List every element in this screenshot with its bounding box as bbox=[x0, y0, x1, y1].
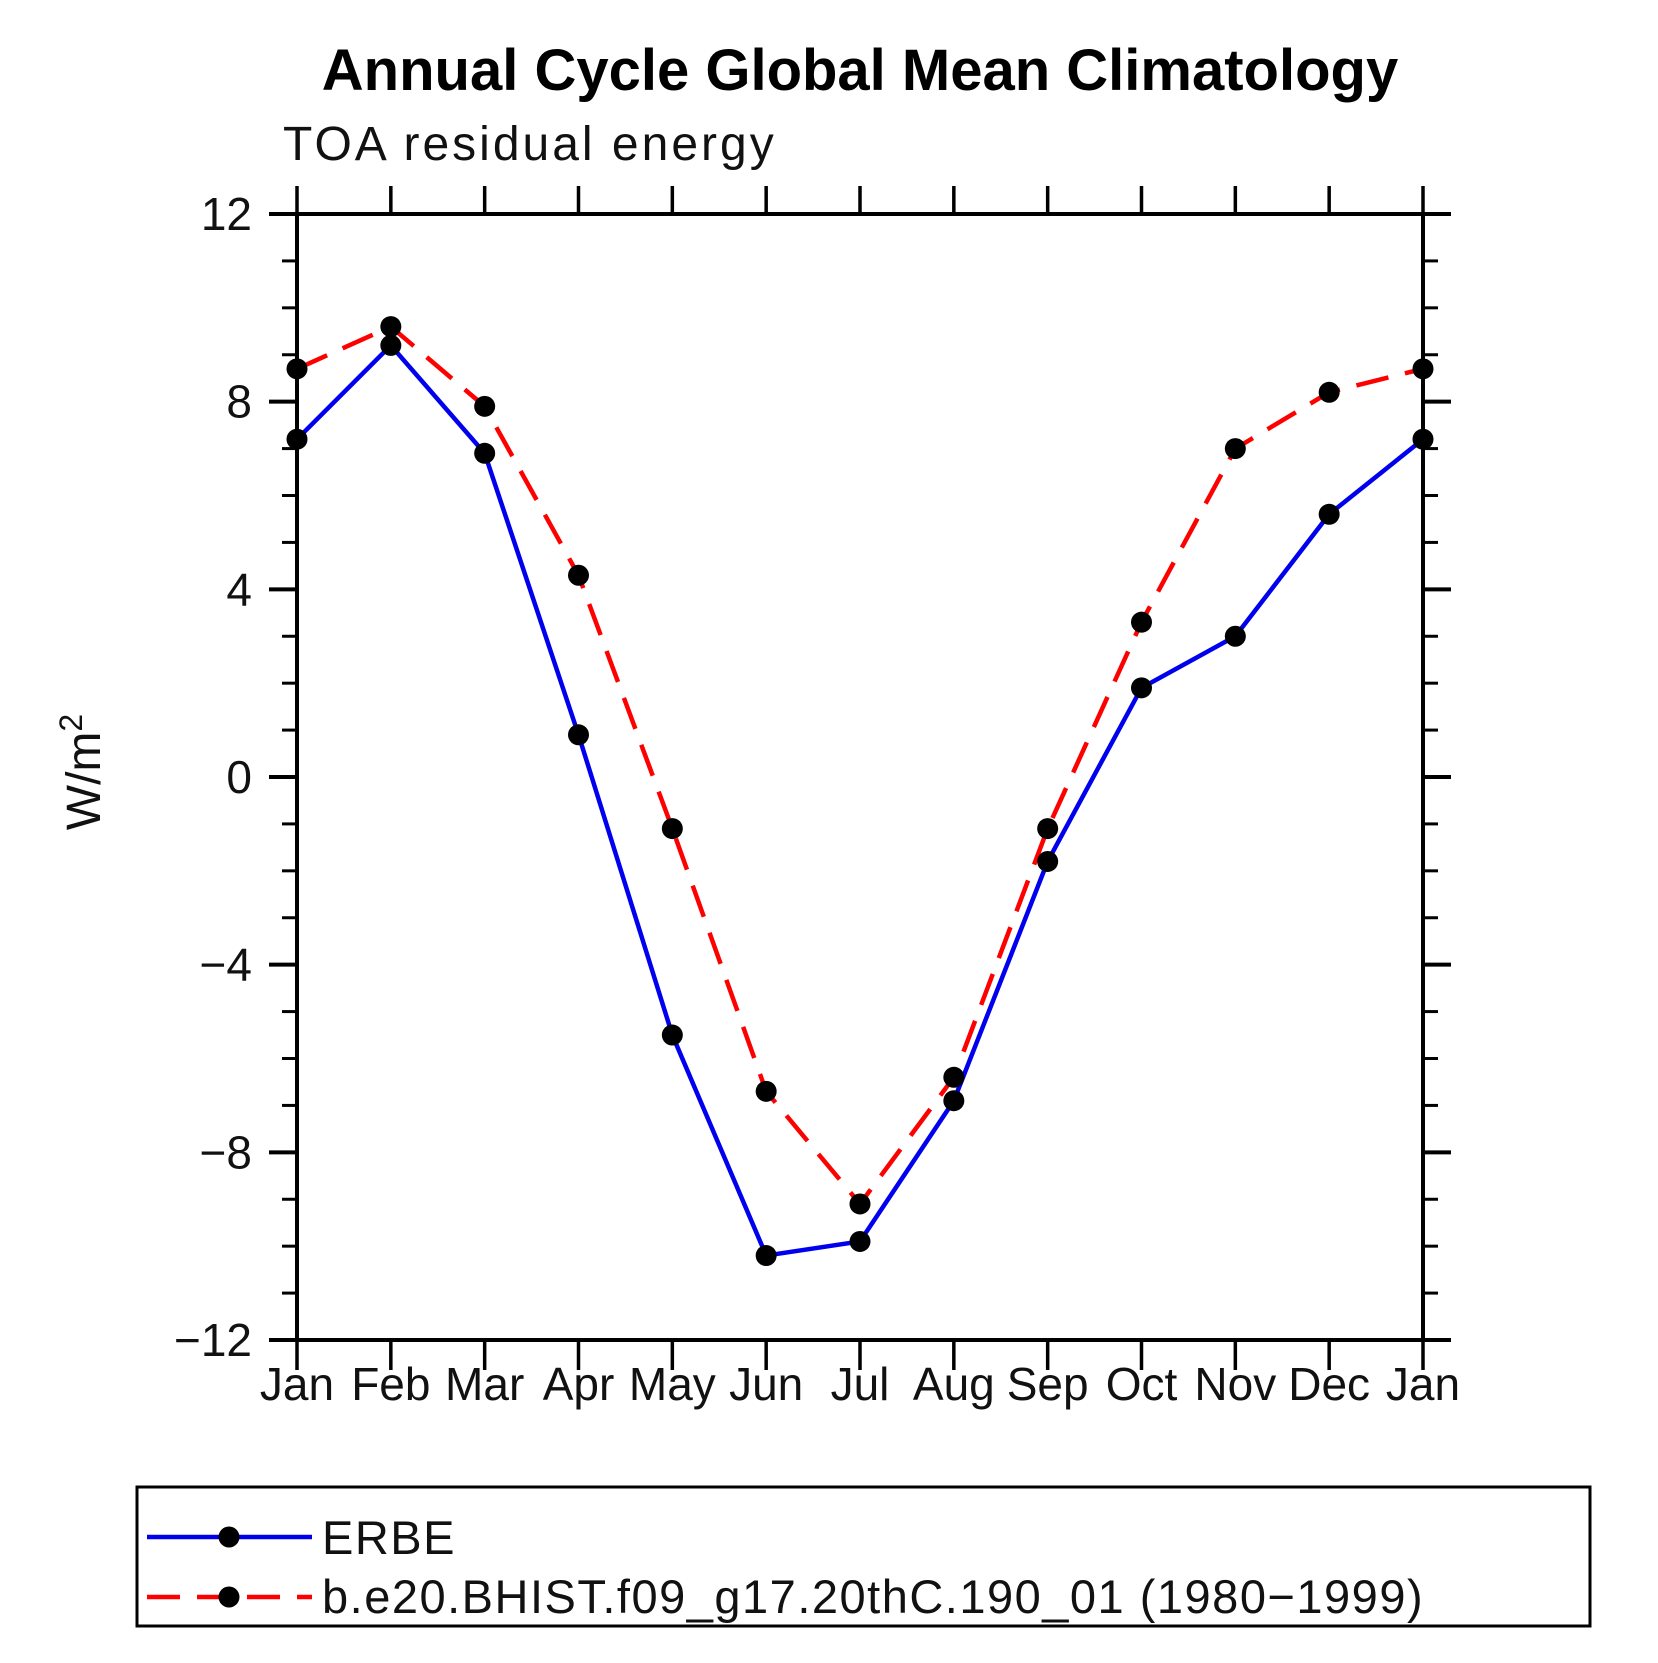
data-point-s0-Dec bbox=[1318, 503, 1340, 525]
x-tick-label: Aug bbox=[913, 1358, 995, 1410]
x-tick-label: Apr bbox=[543, 1358, 615, 1410]
axes bbox=[269, 186, 1451, 1370]
data-point-s0-Jan bbox=[286, 428, 308, 450]
legend-box bbox=[135, 1485, 1592, 1628]
data-point-s0-Sep bbox=[1037, 850, 1059, 872]
data-point-s1-May bbox=[661, 818, 683, 840]
data-point-s1-Jan bbox=[1412, 358, 1434, 380]
data-point-s1-Dec bbox=[1318, 381, 1340, 403]
y-tick-label: −12 bbox=[174, 1314, 252, 1366]
legend-sample-marker-0 bbox=[218, 1526, 240, 1548]
data-point-s1-Jan bbox=[286, 358, 308, 380]
data-point-s1-Jul bbox=[849, 1193, 871, 1215]
x-tick-label: Jul bbox=[831, 1358, 890, 1410]
data-point-s1-Feb bbox=[380, 316, 402, 338]
y-tick-label: 4 bbox=[226, 563, 252, 615]
y-tick-label: −4 bbox=[200, 939, 252, 991]
data-point-s0-Oct bbox=[1131, 677, 1152, 699]
y-axis-label-exponent: 2 bbox=[53, 714, 89, 732]
data-point-s0-Jun bbox=[755, 1245, 777, 1267]
x-tick-label: Mar bbox=[445, 1358, 524, 1410]
data-point-s1-Aug bbox=[943, 1066, 965, 1088]
y-tick-label: 12 bbox=[201, 188, 252, 240]
chart-subtitle: TOA residual energy bbox=[283, 118, 777, 171]
y-tick-label: 0 bbox=[226, 751, 252, 803]
series-lines bbox=[286, 316, 1434, 1267]
data-point-s1-Mar bbox=[474, 395, 496, 417]
data-point-s0-Jul bbox=[849, 1230, 871, 1252]
x-axis-labels: Jan Feb Mar Apr May Jun Jul Aug Sep Oct Nov Dec Jan bbox=[260, 1358, 1460, 1410]
data-point-s0-Feb bbox=[380, 334, 402, 356]
data-point-s0-Apr bbox=[568, 724, 589, 746]
data-point-s0-Jan bbox=[1412, 428, 1434, 450]
legend-label-model: b.e20.BHIST.f09_g17.20thC.190_01 (1980−1… bbox=[322, 1570, 1424, 1623]
data-point-s0-Mar bbox=[474, 442, 496, 464]
legend-sample-marker-1 bbox=[218, 1586, 240, 1608]
y-axis-label: W/m2 bbox=[53, 714, 111, 830]
x-tick-label: May bbox=[629, 1358, 716, 1410]
x-tick-label: Oct bbox=[1106, 1358, 1178, 1410]
chart-title: Annual Cycle Global Mean Climatology bbox=[322, 38, 1398, 103]
data-point-s0-Nov bbox=[1224, 625, 1246, 647]
x-tick-label: Sep bbox=[1007, 1358, 1089, 1410]
data-point-s0-Aug bbox=[943, 1090, 965, 1112]
data-point-s1-Oct bbox=[1131, 611, 1152, 633]
data-point-s1-Apr bbox=[568, 564, 589, 586]
x-tick-label: Jan bbox=[260, 1358, 334, 1410]
legend-label-erbe: ERBE bbox=[322, 1511, 456, 1564]
y-tick-label: −8 bbox=[200, 1126, 252, 1178]
data-point-s1-Jun bbox=[755, 1080, 777, 1102]
x-tick-label: Jan bbox=[1386, 1358, 1460, 1410]
data-point-s1-Sep bbox=[1037, 818, 1059, 840]
y-axis-label-base: W/m bbox=[58, 732, 111, 831]
data-point-s1-Nov bbox=[1224, 438, 1246, 460]
y-axis-tick-labels: 12 8 4 0 −4 −8 −12 bbox=[174, 188, 252, 1366]
legend-samples bbox=[147, 1526, 312, 1608]
x-tick-label: Feb bbox=[351, 1358, 430, 1410]
y-tick-label: 8 bbox=[226, 376, 252, 428]
x-tick-label: Dec bbox=[1288, 1358, 1370, 1410]
x-tick-label: Jun bbox=[729, 1358, 803, 1410]
legend: ERBE b.e20.BHIST.f09_g17.20thC.190_01 (1… bbox=[135, 1485, 1592, 1628]
x-tick-label: Nov bbox=[1194, 1358, 1276, 1410]
data-point-s0-May bbox=[661, 1024, 683, 1046]
